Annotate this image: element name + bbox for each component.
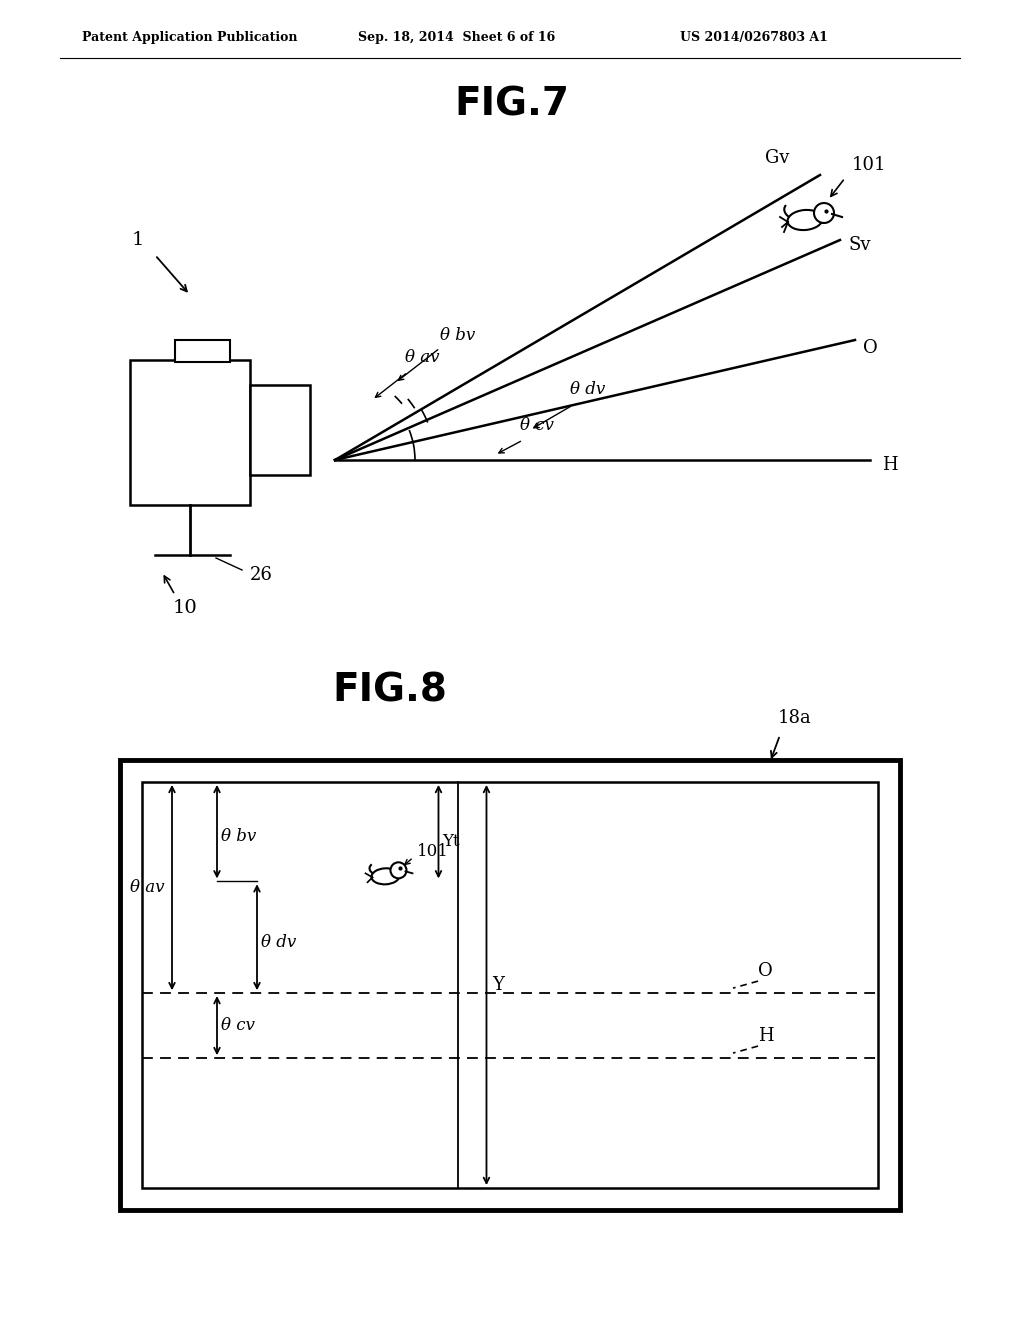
Text: FIG.7: FIG.7 <box>455 86 569 124</box>
Text: US 2014/0267803 A1: US 2014/0267803 A1 <box>680 32 827 45</box>
Ellipse shape <box>372 869 399 884</box>
Ellipse shape <box>787 210 822 230</box>
Text: θ bv: θ bv <box>221 828 256 845</box>
Text: H: H <box>882 455 898 474</box>
Circle shape <box>390 862 407 878</box>
Text: 10: 10 <box>173 599 198 616</box>
Text: θ dv: θ dv <box>570 381 605 399</box>
Circle shape <box>814 203 834 223</box>
Text: Patent Application Publication: Patent Application Publication <box>82 32 298 45</box>
Text: Yt: Yt <box>442 833 460 850</box>
Text: 1: 1 <box>132 231 144 249</box>
Text: θ av: θ av <box>406 350 439 367</box>
Bar <box>142 781 878 1188</box>
Text: 101: 101 <box>852 156 887 174</box>
Polygon shape <box>175 341 230 362</box>
Text: Gv: Gv <box>765 149 790 168</box>
Text: θ av: θ av <box>129 879 164 896</box>
Text: H: H <box>758 1027 773 1045</box>
Text: θ cv: θ cv <box>520 417 554 433</box>
Text: 18a: 18a <box>778 709 812 727</box>
Text: 26: 26 <box>250 566 272 583</box>
Text: Sv: Sv <box>848 236 870 253</box>
Text: θ bv: θ bv <box>440 326 475 343</box>
Text: FIG.8: FIG.8 <box>333 671 447 709</box>
Polygon shape <box>130 360 250 506</box>
Text: Y: Y <box>493 975 505 994</box>
Text: θ cv: θ cv <box>221 1018 255 1034</box>
Text: 101: 101 <box>417 843 449 859</box>
Text: O: O <box>758 962 773 981</box>
Text: O: O <box>863 339 878 356</box>
Polygon shape <box>250 385 310 475</box>
Text: θ dv: θ dv <box>261 933 296 950</box>
Bar <box>120 760 900 1210</box>
Text: Sep. 18, 2014  Sheet 6 of 16: Sep. 18, 2014 Sheet 6 of 16 <box>358 32 555 45</box>
